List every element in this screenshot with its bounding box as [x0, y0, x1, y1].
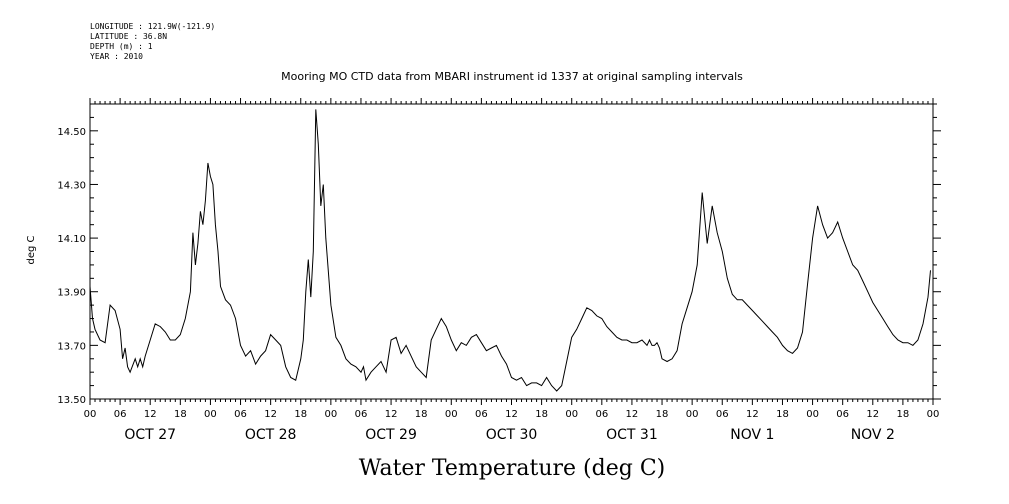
x-tick-label: 12	[626, 409, 639, 420]
x-tick-labels: 00 06 12 18 00 06 12 18 00 06 12 18 00 06 12 18 00 06 12 18…	[84, 409, 940, 420]
year-text: YEAR : 2010	[90, 52, 143, 61]
day-label: OCT 29	[365, 427, 417, 443]
day-label: OCT 27	[124, 427, 176, 443]
x-tick-label: 00	[565, 409, 578, 420]
series-line-water-temperature	[89, 109, 931, 392]
x-tick-label: 00	[204, 409, 217, 420]
x-tick-label: 06	[475, 409, 488, 420]
day-label: NOV 1	[730, 427, 774, 443]
x-tick-label: 00	[806, 409, 819, 420]
x-tick-label: 12	[866, 409, 879, 420]
x-tick-label: 12	[505, 409, 518, 420]
x-tick-label: 06	[234, 409, 247, 420]
x-tick-label: 18	[535, 409, 548, 420]
y-axis-label: deg C	[26, 235, 37, 264]
x-tick-label: 06	[355, 409, 368, 420]
x-tick-label: 18	[174, 409, 187, 420]
day-label: OCT 28	[245, 427, 297, 443]
x-tick-label: 18	[294, 409, 307, 420]
x-axis-label: Water Temperature (deg C)	[359, 456, 666, 481]
y-tick-label: 13.90	[57, 288, 86, 299]
x-tick-label: 00	[686, 409, 699, 420]
day-label: OCT 31	[606, 427, 658, 443]
location-metadata: LONGITUDE : 121.9W(-121.9) LATITUDE : 36…	[90, 22, 215, 62]
x-tick-label: 12	[385, 409, 398, 420]
x-tick-label: 06	[595, 409, 608, 420]
x-tick-label: 18	[656, 409, 669, 420]
x-tick-label: 06	[716, 409, 729, 420]
x-tick-label: 18	[897, 409, 910, 420]
x-tick-label: 00	[84, 409, 97, 420]
x-tick-label: 12	[144, 409, 157, 420]
y-tick-label: 13.50	[57, 395, 86, 406]
chart-title: Mooring MO CTD data from MBARI instrumen…	[281, 70, 743, 83]
day-label: NOV 2	[851, 427, 895, 443]
y-tick-label: 14.50	[57, 127, 86, 138]
y-tick-label: 14.30	[57, 180, 86, 191]
latitude-text: LATITUDE : 36.8N	[90, 32, 168, 41]
x-tick-label: 18	[415, 409, 428, 420]
depth-text: DEPTH (m) : 1	[90, 42, 153, 51]
plot-frame	[89, 103, 934, 400]
y-tick-label: 14.10	[57, 234, 86, 245]
x-tick-label: 18	[776, 409, 789, 420]
x-tick-label: 00	[927, 409, 940, 420]
longitude-text: LONGITUDE : 121.9W(-121.9)	[90, 22, 216, 31]
x-tick-label: 00	[445, 409, 458, 420]
x-tick-label: 06	[114, 409, 127, 420]
y-tick-label: 13.70	[57, 341, 86, 352]
x-tick-label: 12	[746, 409, 759, 420]
y-tick-labels: 13.50 13.70 13.90 14.10 14.30 14.50	[57, 127, 86, 406]
day-label: OCT 30	[486, 427, 538, 443]
day-labels: OCT 27 OCT 28 OCT 29 OCT 30 OCT 31 NOV 1 NOV 2	[124, 427, 894, 443]
x-tick-label: 00	[324, 409, 337, 420]
x-tick-label: 06	[836, 409, 849, 420]
axis-ticks	[89, 98, 941, 405]
x-tick-label: 12	[264, 409, 277, 420]
